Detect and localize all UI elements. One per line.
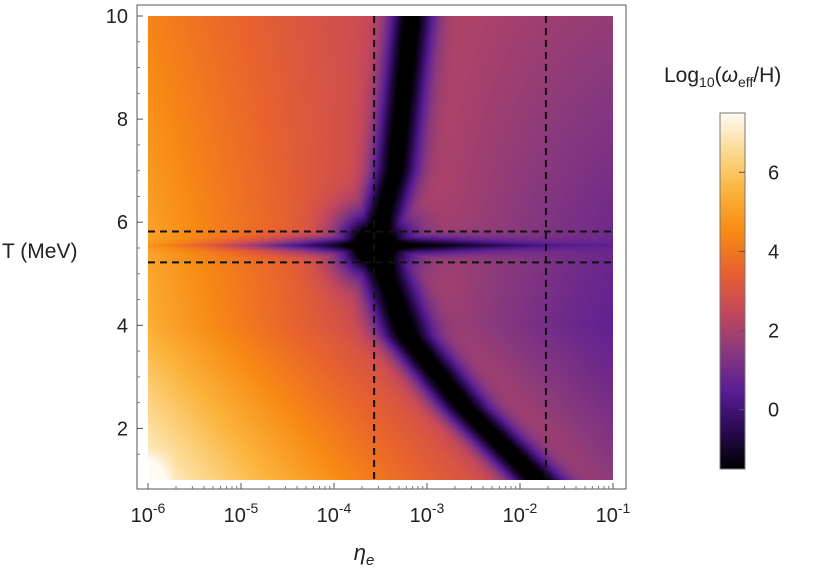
y-tick-label: 8 bbox=[117, 109, 128, 131]
colorbar-title: Log10(ωeff/H) bbox=[664, 64, 781, 90]
colorbar-tick-label: 6 bbox=[768, 162, 779, 184]
heatmap-image bbox=[148, 16, 613, 480]
y-axis-label: T (MeV) bbox=[2, 240, 77, 263]
y-tick-label: 4 bbox=[117, 315, 128, 337]
colorbar bbox=[719, 112, 746, 470]
colorbar-tick-label: 0 bbox=[768, 400, 779, 422]
x-tick-label: 10-2 bbox=[503, 500, 538, 527]
dashed-lines bbox=[148, 16, 613, 480]
y-axis-ticks: 2 4 6 8 10 bbox=[106, 6, 143, 455]
x-tick-label: 10-3 bbox=[410, 500, 445, 527]
x-tick-label: 10-6 bbox=[131, 500, 166, 527]
x-tick-label: 10-4 bbox=[317, 500, 352, 527]
y-tick-label: 2 bbox=[117, 418, 128, 440]
colorbar-ticks: 0 2 4 6 bbox=[739, 162, 779, 422]
colorbar-tick-label: 2 bbox=[768, 321, 779, 343]
colorbar-tick-label: 4 bbox=[768, 241, 779, 263]
y-tick-label: 6 bbox=[117, 212, 128, 234]
x-tick-label: 10-1 bbox=[596, 500, 631, 527]
x-tick-label: 10-5 bbox=[224, 500, 259, 527]
x-axis-ticks: 10-6 10-5 10-4 10-3 10-2 10-1 bbox=[131, 483, 631, 527]
x-axis-label: ηe bbox=[354, 540, 375, 569]
y-tick-label: 10 bbox=[106, 6, 128, 28]
plot-frame bbox=[136, 4, 627, 490]
